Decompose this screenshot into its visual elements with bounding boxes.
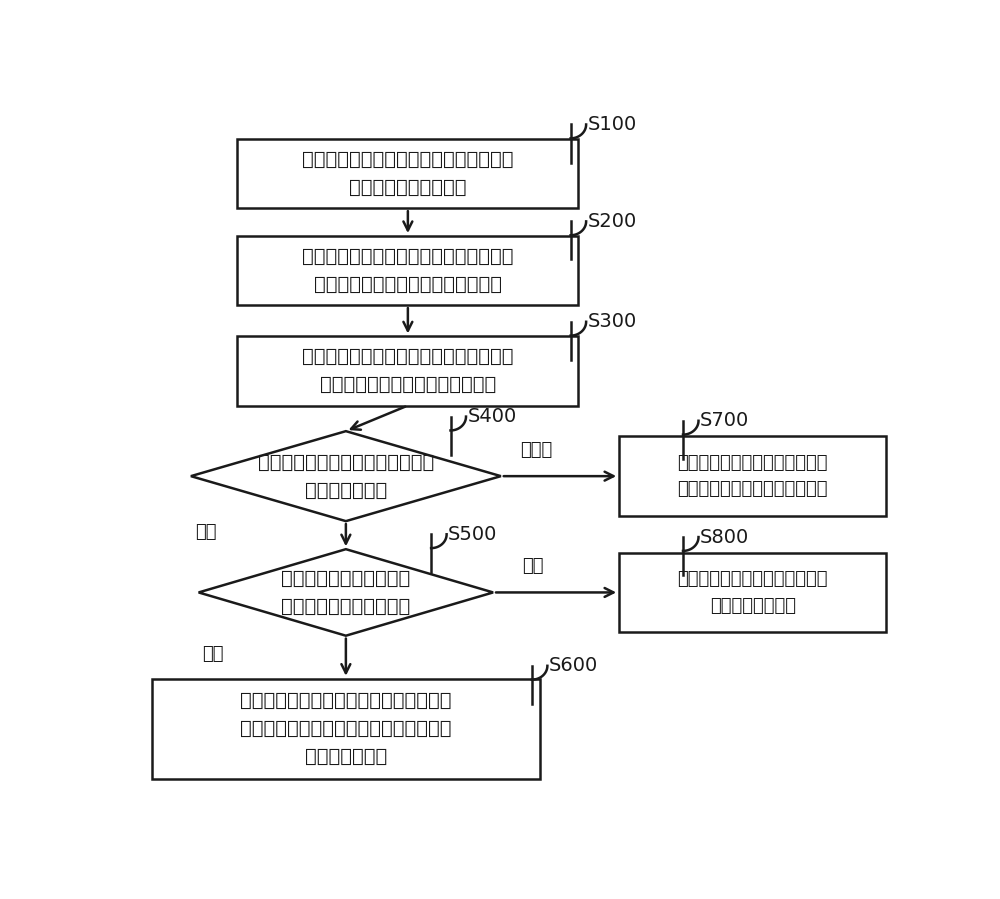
- Bar: [619, 436, 886, 516]
- Text: S500: S500: [448, 525, 498, 544]
- Polygon shape: [199, 549, 493, 636]
- Bar: [237, 336, 578, 405]
- Text: 判断音频解码数据时间和视频解码
数据时间的大小: 判断音频解码数据时间和视频解码 数据时间的大小: [258, 452, 434, 500]
- Text: 接收播放音视频数据的指令，发
送音频数据请求和视频数据请求: 接收播放音视频数据的指令，发 送音频数据请求和视频数据请求: [678, 454, 828, 498]
- Bar: [152, 679, 540, 779]
- Text: 接收反馈的音频数据和视频数据，确定音
频注入数据时间和视频注入数据时间: 接收反馈的音频数据和视频数据，确定音 频注入数据时间和视频注入数据时间: [302, 247, 514, 294]
- Text: S200: S200: [588, 212, 637, 231]
- Text: 接收播放音视频数据的指令，发送音频数
据请求和视频数据请求: 接收播放音视频数据的指令，发送音频数 据请求和视频数据请求: [302, 150, 514, 197]
- Text: S300: S300: [588, 312, 637, 331]
- Text: 暂停发送播放音频数据请求，直至音频注
入限制时间和音频解码数据时间的差值小
于最低水位阈值: 暂停发送播放音频数据请求，直至音频注 入限制时间和音频解码数据时间的差值小 于最…: [240, 691, 452, 766]
- Text: 判断音频注入数据时间和
音频注入限制时间的大小: 判断音频注入数据时间和 音频注入限制时间的大小: [281, 569, 411, 616]
- Text: 解码所述音频数据和视频数据，确定音频
解码数据时间和视频解码数据时间: 解码所述音频数据和视频数据，确定音频 解码数据时间和视频解码数据时间: [302, 347, 514, 395]
- Bar: [237, 236, 578, 305]
- Text: 等于: 等于: [202, 645, 224, 663]
- Text: 重复执行发送音频数据请求和视
频数据请求的步骤: 重复执行发送音频数据请求和视 频数据请求的步骤: [678, 570, 828, 615]
- Text: S100: S100: [588, 115, 637, 134]
- Text: 不大于: 不大于: [521, 441, 553, 458]
- Text: S800: S800: [700, 528, 749, 547]
- Bar: [237, 139, 578, 209]
- Text: 大于: 大于: [195, 522, 216, 540]
- Polygon shape: [191, 432, 501, 521]
- Text: S700: S700: [700, 411, 749, 431]
- Text: S600: S600: [549, 656, 598, 675]
- Bar: [619, 553, 886, 632]
- Text: 小于: 小于: [522, 557, 544, 575]
- Text: S400: S400: [468, 407, 517, 426]
